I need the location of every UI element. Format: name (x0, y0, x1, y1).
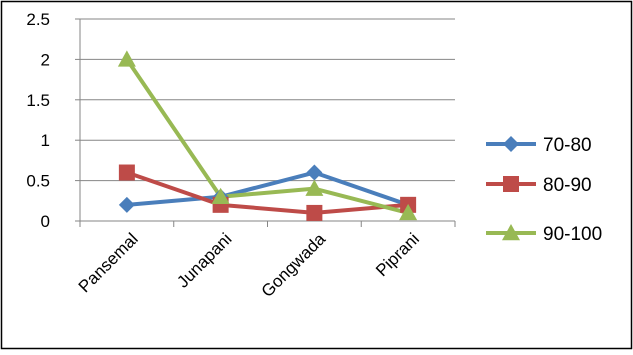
series-line-90-100 (125, 58, 409, 215)
gridlines (80, 18, 455, 182)
y-tick-label: 0.5 (26, 172, 50, 191)
series-line-70-80 (126, 170, 409, 207)
data-point-70-80 (118, 196, 135, 213)
legend-marker-90-100 (502, 224, 520, 241)
legend: 70-80 80-90 90-100 (486, 135, 602, 245)
legend-marker-80-90 (503, 176, 519, 192)
legend-marker-70-80 (503, 136, 519, 152)
y-tick-label: 1 (41, 131, 50, 150)
data-point-80-90 (118, 164, 135, 181)
y-tick-label: 2.5 (26, 10, 50, 29)
data-point-70-80 (306, 164, 323, 181)
y-tick-label: 2 (41, 50, 50, 69)
legend-label: 70-80 (543, 135, 592, 156)
data-point-80-90 (306, 204, 323, 221)
data-point-90-100 (399, 203, 418, 221)
series-lines (117, 50, 418, 221)
data-point-90-100 (211, 187, 230, 204)
y-tick-label: 0 (41, 212, 50, 231)
legend-label: 80-90 (543, 175, 592, 196)
y-tick-label: 1.5 (26, 91, 50, 110)
series-line-80-90 (126, 170, 409, 215)
legend-label: 90-100 (543, 224, 602, 245)
data-point-90-100 (117, 50, 136, 67)
data-point-90-100 (305, 179, 324, 196)
